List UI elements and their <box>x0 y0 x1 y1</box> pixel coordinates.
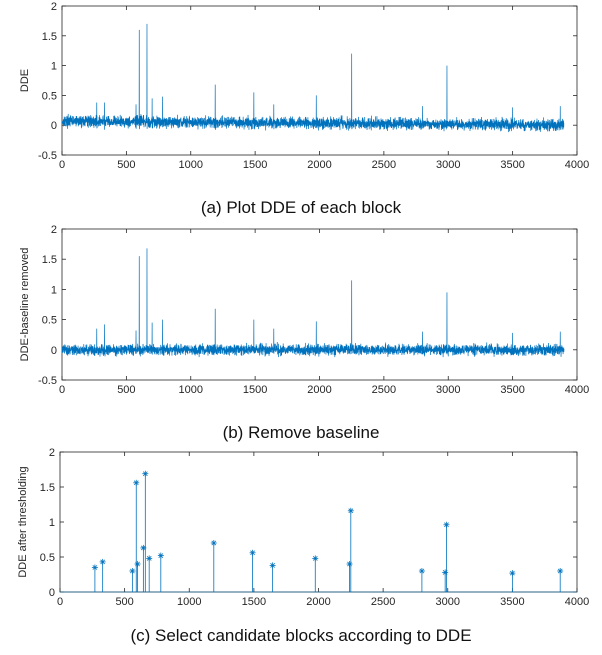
panel-c-xtick-label: 2000 <box>306 596 330 608</box>
panel-c-ytick-label: 1 <box>49 517 55 529</box>
panel-c-marker <box>210 540 217 546</box>
panel-b: 0 500 1000 1500 2000 2500 3000 3500 4000-0.500.5… <box>19 224 589 442</box>
panel-b-xtick-label: 3500 <box>500 384 524 396</box>
panel-a-plot: 0 500 1000 1500 2000 2500 3000 3500 4000-0.500.5… <box>19 1 589 171</box>
panel-a-xtick-label: 3000 <box>436 159 460 171</box>
panel-c-caption: (c) Select candidate blocks according to… <box>130 626 471 645</box>
panel-c-marker <box>557 568 564 574</box>
panel-c-xtick-label: 2500 <box>371 596 395 608</box>
panel-c-xtick-label: 500 <box>115 596 133 608</box>
panel-c-xtick-label: 1000 <box>177 596 201 608</box>
panel-c-marker <box>249 549 256 556</box>
panel-b-ytick-label: -0.5 <box>38 375 57 387</box>
panel-a-ytick-label: 0 <box>51 120 57 132</box>
panel-a-xtick-label: 0 <box>59 159 65 171</box>
panel-a-ytick-label: 0.5 <box>42 90 57 102</box>
panel-c-ytick-label: 0.5 <box>40 552 55 564</box>
panel-a-xtick-label: 3500 <box>500 159 524 171</box>
panel-c-marker <box>91 564 98 571</box>
panel-c-marker <box>509 570 516 577</box>
panel-c: 0 500 1000 1500 2000 2500 3000 3500 4000 0 0.5 1 1.5… <box>17 447 589 645</box>
panel-c-marker <box>157 552 164 559</box>
panel-b-xtick-label: 2000 <box>307 384 331 396</box>
panel-b-caption: (b) Remove baseline <box>223 423 380 442</box>
panel-a-xtick-label: 2000 <box>307 159 331 171</box>
panel-c-marker <box>312 555 319 562</box>
panel-a-ytick-label: 1 <box>51 61 57 73</box>
panel-c-marker <box>99 558 106 565</box>
panel-b-xtick-label: 500 <box>117 384 135 396</box>
panel-c-xtick-label: 3500 <box>500 596 524 608</box>
panel-a-xtick-label: 500 <box>117 159 135 171</box>
panel-b-ytick-label: 0.5 <box>42 315 57 327</box>
panel-a-ytick-label: -0.5 <box>38 150 57 162</box>
panel-a-xtick-label: 2500 <box>372 159 396 171</box>
panel-a-ytick-label: 2 <box>51 1 57 13</box>
panel-c-ytick-label: 1.5 <box>40 482 55 494</box>
panel-b-series-line <box>61 248 565 358</box>
panel-b-ytick-label: 1.5 <box>42 254 57 266</box>
panel-c-xtick-label: 3000 <box>436 596 460 608</box>
panel-c-xtick-label: 4000 <box>565 596 589 608</box>
panel-c-marker <box>146 555 153 562</box>
panel-b-xtick-label: 4000 <box>565 384 589 396</box>
panel-b-xtick-label: 3000 <box>436 384 460 396</box>
panel-a-xtick-label: 1000 <box>179 159 203 171</box>
panel-a-xtick-label: 1500 <box>243 159 267 171</box>
panel-a-ylabel: DDE <box>19 69 31 92</box>
panel-a-series-line <box>61 23 565 133</box>
panel-c-marker <box>129 568 136 574</box>
panel-c-marker <box>346 561 353 567</box>
panel-b-ytick-label: 0 <box>51 345 57 357</box>
panel-b-ytick-label: 1 <box>51 284 57 296</box>
panel-c-marker <box>442 569 449 576</box>
panel-a-xtick-label: 4000 <box>565 159 589 171</box>
panel-c-ytick-label: 0 <box>49 587 55 599</box>
panel-a-caption: (a) Plot DDE of each block <box>201 198 402 217</box>
panel-a: 0 500 1000 1500 2000 2500 3000 3500 4000-0.500.5… <box>19 1 589 217</box>
panel-c-marker <box>133 479 140 486</box>
panel-c-ylabel: DDE after thresholding <box>17 466 29 577</box>
panel-c-ytick-label: 2 <box>49 447 55 459</box>
panel-b-xtick-label: 1000 <box>179 384 203 396</box>
panel-c-marker <box>418 568 425 574</box>
panel-b-xtick-label: 2500 <box>372 384 396 396</box>
panel-c-plot: 0 500 1000 1500 2000 2500 3000 3500 4000 0 0.5 1 1.5… <box>17 447 589 608</box>
panel-b-ylabel: DDE-baseline removed <box>19 248 31 362</box>
panel-c-marker <box>134 561 141 567</box>
panel-c-marker <box>142 470 149 477</box>
panel-b-xtick-label: 1500 <box>243 384 267 396</box>
panel-c-marker <box>347 507 354 514</box>
panel-b-plot: 0 500 1000 1500 2000 2500 3000 3500 4000-0.500.5… <box>19 224 589 396</box>
panel-c-xtick-label: 1500 <box>242 596 266 608</box>
panel-a-ytick-label: 1.5 <box>42 31 57 43</box>
panel-c-xtick-label: 0 <box>57 596 63 608</box>
panel-b-ytick-label: 2 <box>51 224 57 236</box>
panel-b-xtick-label: 0 <box>59 384 65 396</box>
panel-c-marker <box>443 521 450 528</box>
panel-c-marker <box>269 562 276 569</box>
